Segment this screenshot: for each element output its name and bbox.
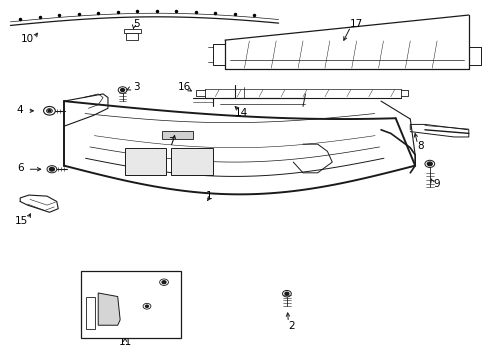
Bar	[125, 148, 166, 175]
Text: 2: 2	[287, 321, 294, 331]
Text: 15: 15	[15, 216, 28, 226]
Bar	[123, 30, 141, 33]
Circle shape	[121, 89, 124, 91]
Bar	[86, 297, 95, 329]
Text: 17: 17	[349, 19, 363, 29]
Text: 16: 16	[177, 82, 190, 93]
Polygon shape	[98, 293, 120, 325]
Bar	[126, 33, 138, 40]
Text: 4: 4	[17, 105, 23, 115]
Text: 14: 14	[234, 108, 248, 118]
Text: 12: 12	[169, 275, 183, 285]
Circle shape	[49, 167, 54, 171]
Circle shape	[48, 110, 51, 112]
Text: 3: 3	[133, 82, 139, 92]
Bar	[171, 148, 212, 175]
Text: 5: 5	[133, 19, 139, 29]
Text: 6: 6	[17, 163, 23, 173]
Circle shape	[162, 281, 165, 284]
Text: 10: 10	[21, 35, 34, 44]
Text: 1: 1	[205, 191, 212, 201]
Text: 7: 7	[168, 138, 174, 147]
Circle shape	[285, 292, 288, 295]
Circle shape	[145, 305, 148, 307]
Text: 9: 9	[433, 179, 440, 189]
Text: 11: 11	[118, 337, 131, 347]
Circle shape	[427, 162, 431, 166]
Bar	[161, 131, 193, 139]
Text: 13: 13	[89, 290, 102, 300]
Bar	[81, 271, 181, 338]
Text: 12: 12	[169, 302, 183, 312]
Text: 8: 8	[417, 141, 424, 151]
